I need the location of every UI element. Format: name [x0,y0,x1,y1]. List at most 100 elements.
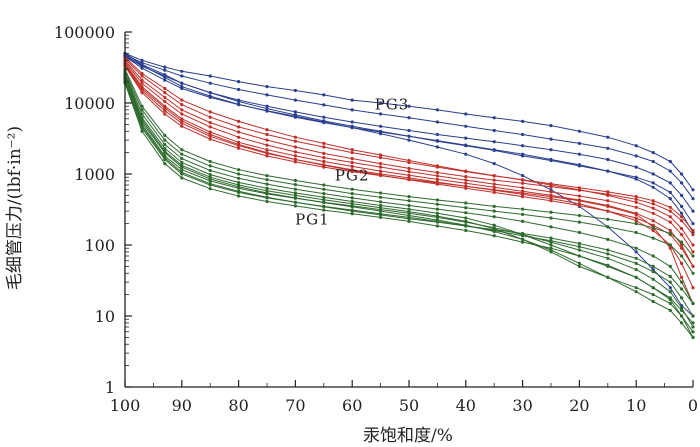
series-line [124,83,694,338]
data-point [237,172,241,176]
data-point [606,157,610,162]
data-point [407,138,411,142]
data-point [577,213,582,218]
data-point [521,119,525,123]
data-point [265,174,269,178]
data-point [237,176,241,180]
data-point [606,146,610,150]
data-point [691,271,695,275]
data-point [350,187,354,191]
data-point [577,186,582,190]
data-point [668,298,672,302]
data-point [651,181,655,185]
data-point [577,245,582,249]
data-point [208,81,212,85]
data-point [691,264,695,268]
data-point [521,152,525,156]
data-point [208,132,212,137]
x-tick-label: 60 [342,396,362,415]
data-point [691,188,695,192]
data-point [293,187,297,191]
data-point [634,286,638,290]
data-point [680,240,684,244]
data-point [237,140,241,144]
data-point [140,71,144,76]
data-point [322,192,326,196]
data-point [435,198,439,202]
data-point [492,223,496,227]
data-point [163,112,167,116]
data-point [577,203,582,208]
data-point [668,280,672,284]
data-point [464,228,468,233]
data-point [577,230,582,235]
data-point [237,185,241,189]
data-point [163,78,167,82]
data-point [379,153,383,157]
data-point [293,88,297,93]
data-point [163,142,167,147]
data-point [322,159,326,164]
data-point [265,182,269,186]
data-point [435,218,439,222]
data-point [651,254,655,258]
data-point [265,199,269,204]
data-point [163,73,167,77]
data-point [237,125,241,129]
data-point [549,236,553,240]
data-point [549,210,553,214]
data-point [606,275,610,279]
data-point [680,306,684,310]
data-point [435,132,439,137]
data-point [680,219,684,223]
data-point [293,139,297,143]
data-point [668,220,672,224]
data-point [293,193,297,197]
data-point [492,188,496,192]
data-point [521,195,525,199]
data-point [265,138,269,142]
data-point [180,160,184,165]
series-line [124,58,694,231]
x-tick-label: 100 [110,396,141,415]
series-pg2-8 [123,58,695,237]
data-point [606,192,610,196]
data-point [293,135,297,139]
data-point [379,112,383,116]
data-point [265,143,269,147]
data-point [208,159,212,164]
data-point [634,195,638,199]
data-point [237,87,241,92]
data-point [668,205,672,209]
data-point [606,169,610,173]
data-point [521,186,525,190]
data-point [322,198,326,202]
data-point [606,204,610,208]
data-point [606,263,610,267]
data-point [549,124,553,128]
data-point [322,141,326,145]
data-point [680,204,684,208]
data-point [140,78,144,82]
y-tick-label: 10000 [64,94,115,113]
data-point [634,154,638,158]
data-point [350,209,354,213]
y-tick-label: 100000 [54,23,115,42]
data-point [293,196,297,200]
data-point [549,157,553,162]
data-point [350,126,354,130]
series-pg1-23 [123,75,695,339]
data-point [293,204,297,208]
data-point [350,160,354,165]
data-point [140,81,144,85]
data-point [208,110,212,114]
data-point [606,237,610,241]
data-point [435,211,439,215]
data-point [163,133,167,137]
data-point [492,174,496,178]
data-point [577,264,582,268]
y-tick-label: 1000 [74,165,115,184]
data-point [237,119,241,123]
data-point [549,225,553,229]
